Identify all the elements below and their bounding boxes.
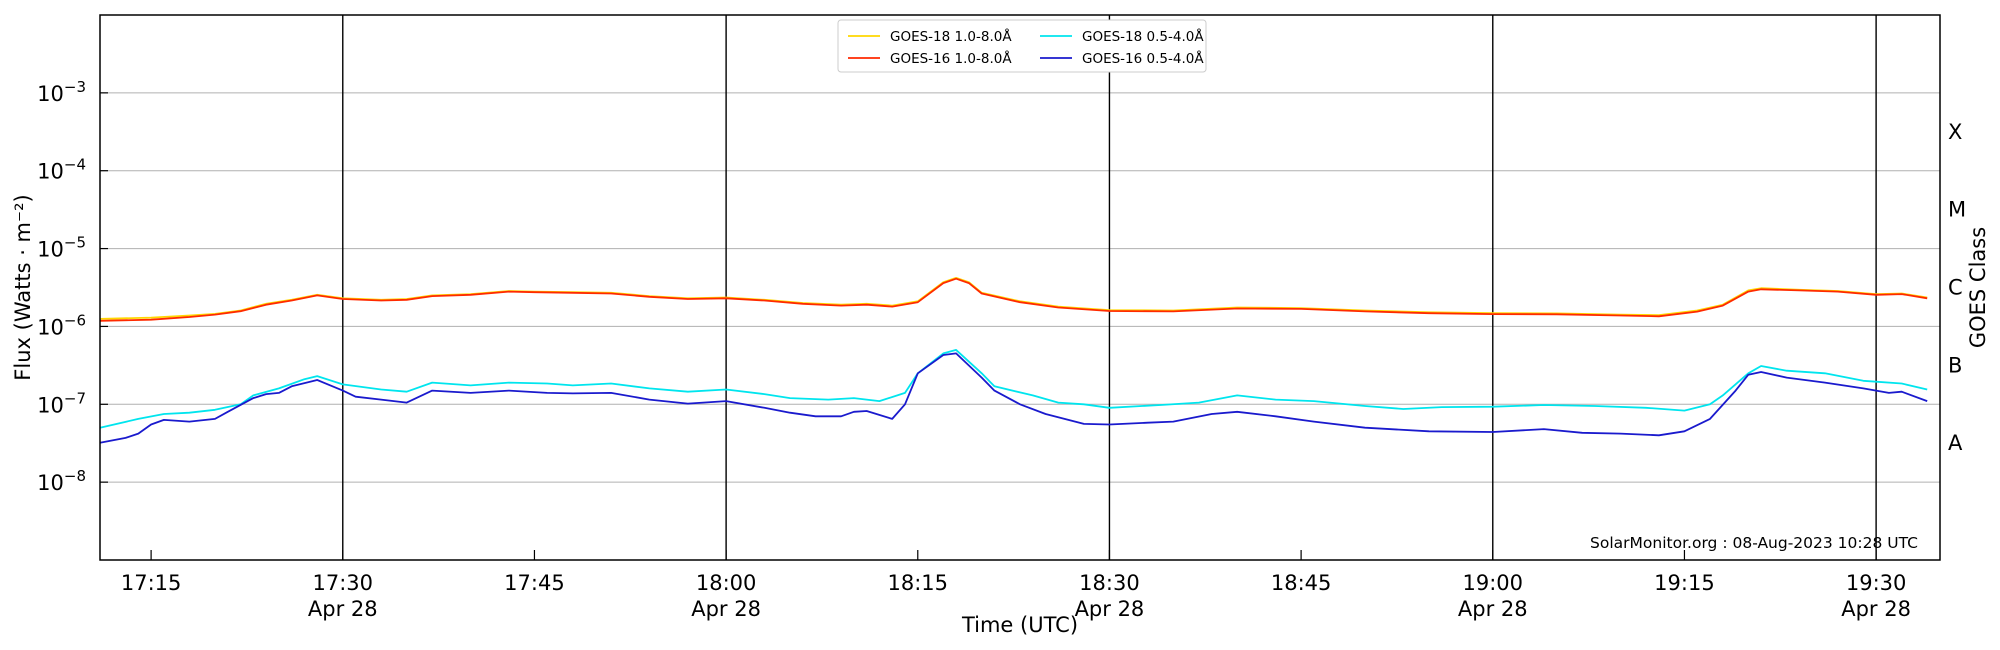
- series-layer: [99, 277, 1928, 444]
- x-tick-label: 18:45: [1271, 571, 1332, 595]
- goes-class-label: C: [1948, 276, 1963, 300]
- goes-class-label: X: [1948, 120, 1962, 144]
- x-tick-label: 19:30: [1846, 571, 1907, 595]
- x-tick-date-label: Apr 28: [1841, 597, 1911, 621]
- y-tick-label: 10−4: [37, 156, 86, 184]
- x-tick-date-label: Apr 28: [1075, 597, 1145, 621]
- legend: GOES-18 1.0-8.0Å GOES-18 0.5-4.0Å GOES-16 …: [837, 19, 1207, 73]
- legend-label: GOES-16 1.0-8.0Å: [890, 50, 1012, 67]
- goes-class-label: B: [1948, 353, 1962, 377]
- y-tick-label: 10−7: [37, 389, 86, 417]
- series-line: [99, 352, 1928, 444]
- credit-annotation: SolarMonitor.org : 08-Aug-2023 10:28 UTC: [1590, 534, 1918, 552]
- legend-label: GOES-18 1.0-8.0Å: [890, 28, 1012, 45]
- goes-class-labels: A B C M X: [1948, 120, 1966, 455]
- x-tick-date-label: Apr 28: [308, 597, 378, 621]
- series-line: [99, 277, 1928, 322]
- series-line: [99, 277, 1928, 320]
- goes-class-label: A: [1948, 431, 1963, 455]
- x-tick-label: 17:30: [313, 571, 374, 595]
- x-axis-title: Time (UTC): [961, 613, 1078, 637]
- x-tick-date-label: Apr 28: [1458, 597, 1528, 621]
- legend-label: GOES-16 0.5-4.0Å: [1082, 50, 1204, 67]
- y-axis-title: Flux (Watts · m⁻²): [11, 194, 35, 380]
- x-tick-date-label: Apr 28: [691, 597, 761, 621]
- x-tick-label: 17:45: [504, 571, 565, 595]
- legend-box: [837, 19, 1207, 73]
- y-tick-label: 10−3: [37, 78, 86, 106]
- series-line: [99, 349, 1928, 429]
- x-tick-label: 18:15: [888, 571, 949, 595]
- x-tick-label: 19:15: [1654, 571, 1715, 595]
- legend-label: GOES-18 0.5-4.0Å: [1082, 28, 1204, 45]
- y-tick-label: 10−5: [37, 234, 86, 262]
- x-tick-label: 18:00: [696, 571, 757, 595]
- y-axis-ticks: 10−8 10−7 10−6 10−5 10−4 10−3: [37, 78, 108, 495]
- y-tick-label: 10−6: [37, 311, 86, 339]
- goes-class-label: M: [1948, 198, 1966, 222]
- x-tick-label: 17:15: [121, 571, 182, 595]
- vertical-lines-layer: [342, 15, 1877, 560]
- plot-frame: [99, 14, 1941, 561]
- x-tick-label: 18:30: [1079, 571, 1140, 595]
- right-axis-title: GOES Class: [1966, 227, 1990, 348]
- x-tick-label: 19:00: [1463, 571, 1524, 595]
- y-tick-label: 10−8: [37, 467, 86, 495]
- grid-layer: [100, 92, 1940, 483]
